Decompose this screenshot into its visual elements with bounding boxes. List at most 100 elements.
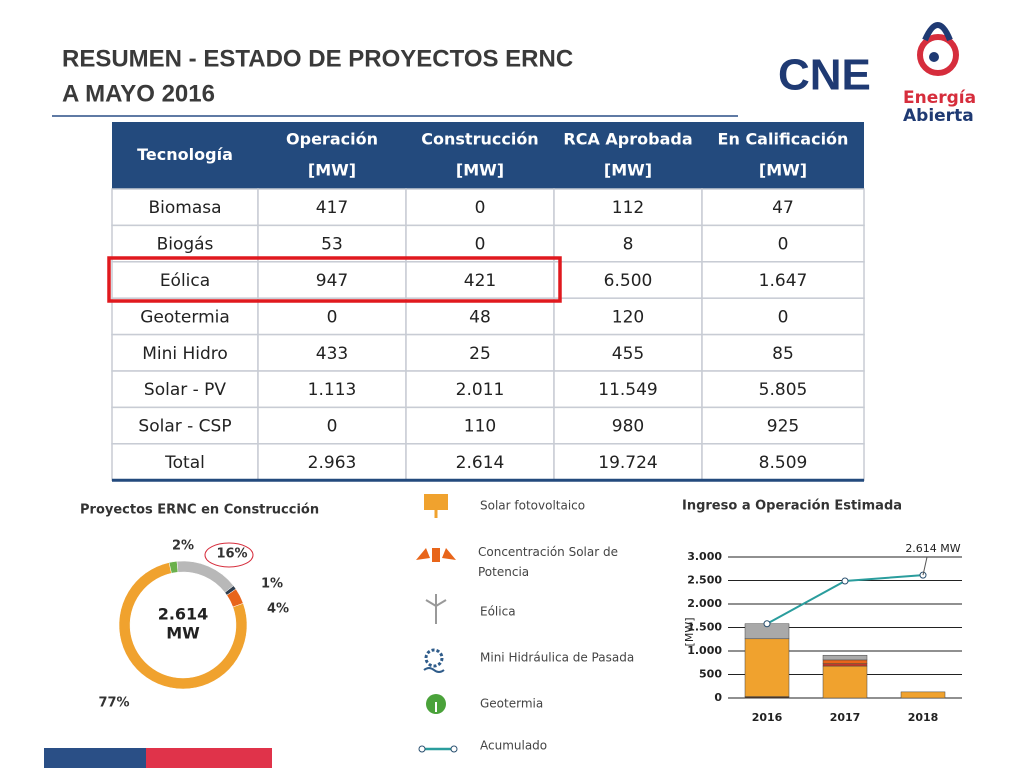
footer-bar	[44, 748, 146, 768]
x-tick-label: 2016	[752, 711, 783, 724]
table-cell	[553, 224, 703, 263]
table-cell	[553, 188, 703, 227]
table-cell	[405, 406, 555, 445]
cell-text: 47	[772, 198, 794, 218]
slide-title: A MAYO 2016	[62, 80, 215, 107]
annotation: 2.614 MW	[905, 542, 960, 555]
bar-segment	[744, 638, 790, 697]
cell-text: Biomasa	[148, 198, 221, 218]
y-tick-label: 500	[699, 668, 722, 681]
column-header: [MW]	[604, 161, 652, 180]
logo-cne: CNE	[778, 51, 871, 100]
table-cell	[405, 443, 555, 481]
bar-segment	[822, 663, 868, 667]
cell-text: 85	[772, 344, 794, 364]
table-cell	[111, 370, 259, 409]
bar-chart-title: Ingreso a Operación Estimada	[682, 499, 902, 514]
cell-text: 48	[469, 307, 491, 327]
cell-text: Solar - PV	[144, 380, 227, 400]
slide-title: RESUMEN - ESTADO DE PROYECTOS ERNC	[62, 45, 573, 72]
y-tick-label: 1.500	[687, 621, 722, 634]
cell-text: 0	[475, 198, 486, 218]
column-header: Construcción	[421, 130, 538, 149]
bar-segment	[900, 691, 946, 699]
column-header: RCA Aprobada	[563, 130, 692, 149]
table-cell	[111, 333, 259, 372]
legend-label: Geotermia	[480, 697, 543, 711]
y-tick-label: 3.000	[687, 550, 722, 563]
line-point	[841, 577, 849, 585]
bar-segment	[822, 654, 868, 661]
column-header: En Calificación	[718, 130, 849, 149]
donut-segment	[176, 560, 234, 593]
cell-text: Biogás	[157, 235, 214, 255]
logo-text: Abierta	[903, 106, 974, 126]
legend-label: Solar fotovoltaico	[480, 499, 585, 513]
table-cell	[553, 261, 703, 299]
cell-text: Mini Hidro	[142, 344, 228, 364]
annotation-leader	[922, 557, 928, 576]
cell-text: 0	[327, 307, 338, 327]
y-tick-label: 1.000	[687, 644, 722, 657]
logo-text: Energía	[903, 88, 976, 108]
table-cell	[701, 406, 865, 445]
donut-label: 2%	[172, 539, 194, 554]
table-header	[112, 122, 864, 189]
table: Tecnología Operación [MW] Construcción [MW] R…	[111, 122, 865, 482]
cell-text: 0	[778, 307, 789, 327]
cell-text: Solar - CSP	[138, 417, 231, 437]
x-tick-label: 2017	[830, 711, 861, 724]
bar-chart: 0 500 1.000 1.500 2.000 2.500 3.000 2016 2017 201…	[687, 542, 962, 724]
cell-text: 455	[612, 344, 644, 364]
table-cell	[701, 297, 865, 336]
line-point	[763, 620, 771, 628]
donut-label: 1%	[261, 577, 283, 592]
table-cell	[257, 443, 407, 481]
cell-text: 1.113	[308, 380, 357, 400]
cell-text: 2.011	[456, 380, 505, 400]
logo-icon	[917, 22, 959, 76]
footer-bar	[146, 748, 272, 768]
cell-text: 980	[612, 417, 644, 437]
table-cell	[257, 261, 407, 299]
cell-text: Eólica	[160, 271, 210, 291]
highlight-box	[107, 256, 562, 303]
cell-text: 25	[469, 344, 491, 364]
table-cell	[701, 370, 865, 409]
donut-label: 16%	[216, 547, 247, 562]
table-cell	[553, 297, 703, 336]
cell-text: 110	[464, 417, 496, 437]
cell-text: 0	[475, 235, 486, 255]
cell-text: 6.500	[604, 271, 653, 291]
table-cell	[701, 443, 865, 481]
column-header: Operación	[286, 130, 378, 149]
donut-label: 77%	[98, 696, 129, 711]
y-tick-label: 2.500	[687, 574, 722, 587]
table-cell	[553, 443, 703, 481]
legend-label: Acumulado	[480, 739, 547, 753]
cell-text: Geotermia	[140, 307, 230, 327]
cell-text: 1.647	[759, 271, 808, 291]
cell-text: 112	[612, 198, 644, 218]
cell-text: 8.509	[759, 453, 808, 473]
legend-icons	[416, 494, 458, 753]
cell-text: Total	[164, 453, 205, 473]
cell-text: 2.614	[456, 453, 505, 473]
y-tick-label: 2.000	[687, 597, 722, 610]
column-header: [MW]	[308, 161, 356, 180]
donut-title: Proyectos ERNC en Construcción	[80, 503, 319, 518]
column-header: [MW]	[759, 161, 807, 180]
y-tick-label: 0	[714, 691, 722, 704]
bar-segment	[822, 665, 868, 699]
legend-label: Mini Hidráulica de Pasada	[480, 651, 634, 665]
table-cell	[405, 261, 555, 299]
cell-text: 2.963	[308, 453, 357, 473]
donut-label: 4%	[267, 602, 289, 617]
table-cell	[111, 224, 259, 263]
cell-text: 925	[767, 417, 799, 437]
cell-text: 8	[623, 235, 634, 255]
highlight-ellipse	[204, 542, 254, 568]
legend-label: Eólica	[480, 605, 516, 619]
donut-center: 2.614	[158, 605, 209, 624]
